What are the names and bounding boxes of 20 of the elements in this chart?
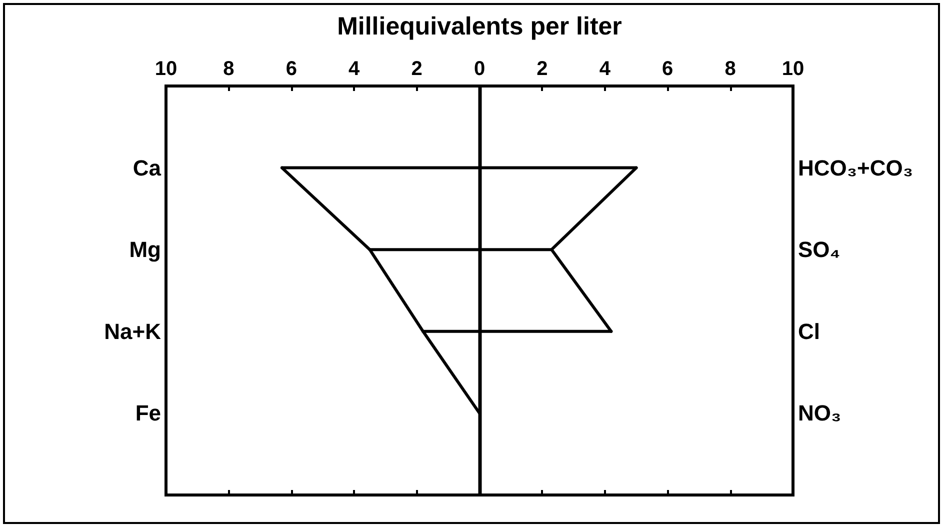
y-tick-label: Mg [129,237,161,262]
y2-tick-label: NO₃ [798,400,842,426]
x-tick-label: 4 [348,58,361,80]
y2-tick-label: SO₄ [798,237,840,262]
x-tick-label: 8 [223,58,234,80]
y2-tick-label: HCO₃+CO₃ [798,155,914,180]
y-tick-label: Ca [132,155,162,180]
y2-tick-label: Cl [798,318,820,344]
x-tick-label: 2 [411,58,422,80]
x-tick-label: 10 [782,58,804,80]
x-tick-label: 6 [662,58,674,80]
x-tick-label: 2 [536,58,548,80]
x-axis-title: Milliequivalents per liter [337,12,622,40]
y-tick-label: Na+K [104,318,162,344]
y-tick-label: Fe [135,400,161,426]
x-tick-label: 6 [286,58,297,80]
x-tick-label: 10 [154,58,178,80]
x-tick-label: 8 [724,58,736,80]
x-tick-label: 0 [474,58,486,80]
x-tick-label: 4 [599,58,612,80]
